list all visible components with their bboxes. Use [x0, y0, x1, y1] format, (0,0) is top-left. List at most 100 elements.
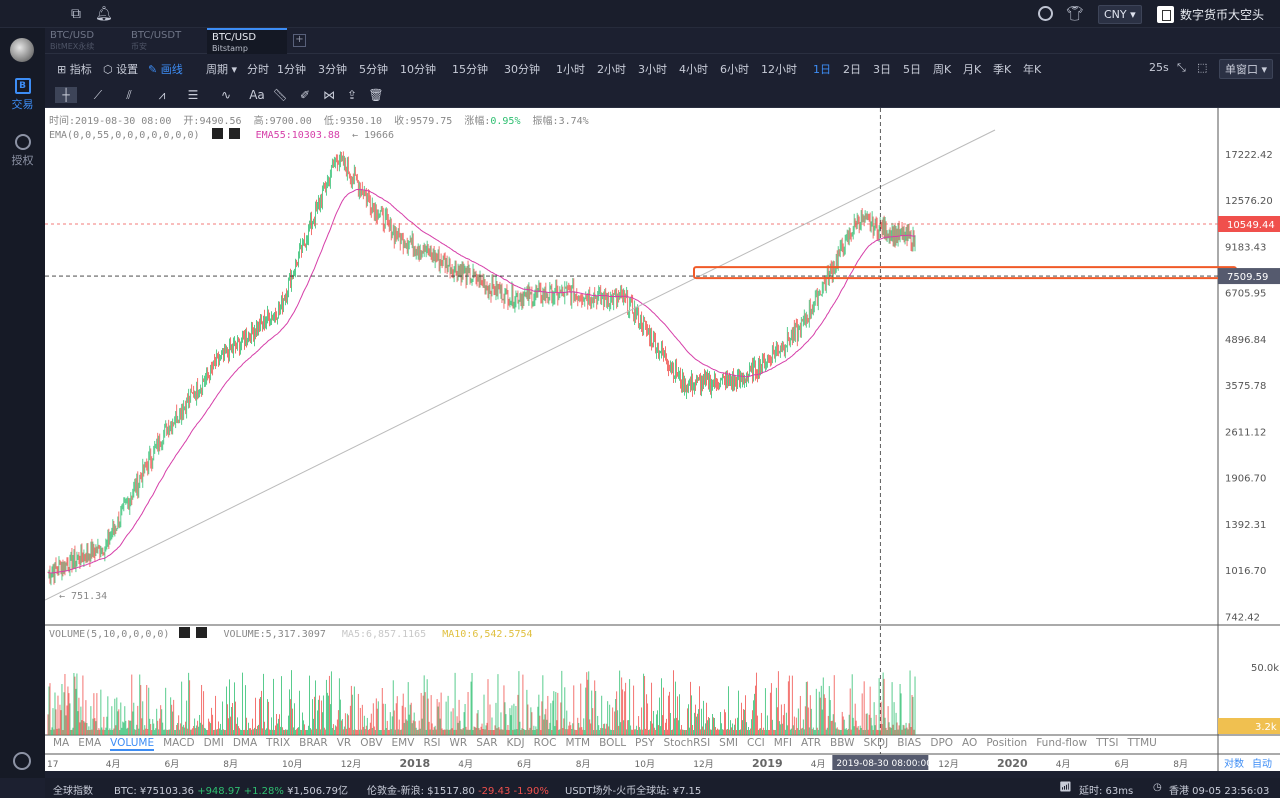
- settings-icon[interactable]: [13, 752, 31, 770]
- indicator-tab-volume[interactable]: VOLUME: [110, 737, 155, 751]
- indicator-tab-position[interactable]: Position: [986, 737, 1028, 749]
- bell-icon[interactable]: 🔔︎: [95, 6, 113, 22]
- btc-ticker[interactable]: BTC: ¥75103.36 +948.97 +1.28% ¥1,506.79亿: [114, 786, 348, 797]
- period-15[interactable]: 3日: [873, 63, 891, 76]
- horizontal-line-tool-icon[interactable]: ☰: [187, 88, 199, 102]
- period-5[interactable]: 15分钟: [452, 63, 488, 76]
- indicator-tab-ema[interactable]: EMA: [78, 737, 102, 749]
- draw-button[interactable]: ✎ 画线: [148, 63, 183, 76]
- volume-tick: 50.0k: [1251, 663, 1279, 674]
- period-13[interactable]: 1日: [813, 63, 831, 76]
- period-8[interactable]: 2小时: [597, 63, 626, 76]
- period-11[interactable]: 6小时: [720, 63, 749, 76]
- indicator-tab-wr[interactable]: WR: [449, 737, 468, 749]
- fib-tool-icon[interactable]: ⋈: [323, 88, 335, 102]
- period-dropdown[interactable]: 周期 ▾: [206, 63, 238, 76]
- usdt-ticker[interactable]: USDT场外-火币全球站: ¥7.15: [565, 786, 702, 797]
- search-icon[interactable]: [1038, 6, 1053, 21]
- indicators-button[interactable]: ⊞ 指标: [57, 63, 92, 76]
- indicator-tab-bbw[interactable]: BBW: [830, 737, 855, 749]
- indicator-tab-skdj[interactable]: SKDJ: [863, 737, 889, 749]
- indicator-tab-ao[interactable]: AO: [962, 737, 978, 749]
- chart-area[interactable]: 17222.42 12576.20 9183.43 6705.95 4896.84 357…: [45, 108, 1280, 771]
- add-tab-button[interactable]: +: [293, 34, 306, 47]
- indicator-tab-cci[interactable]: CCI: [747, 737, 765, 749]
- period-6[interactable]: 30分钟: [504, 63, 540, 76]
- wave-tool-icon[interactable]: ∿: [220, 88, 232, 102]
- indicator-tab-ttmu[interactable]: TTMU: [1127, 737, 1157, 749]
- indicator-tab-obv[interactable]: OBV: [360, 737, 383, 749]
- period-18[interactable]: 月K: [963, 63, 982, 76]
- gold-ticker[interactable]: 伦敦金-新浪: $1517.80 -29.43 -1.90%: [367, 786, 549, 797]
- indicator-tab-bias[interactable]: BIAS: [897, 737, 922, 749]
- period-20[interactable]: 年K: [1023, 63, 1042, 76]
- share-icon[interactable]: ⧉: [71, 6, 81, 22]
- period-12[interactable]: 12小时: [761, 63, 797, 76]
- refresh-interval[interactable]: 25s: [1149, 61, 1169, 74]
- fullscreen-icon[interactable]: ⤡: [1177, 61, 1186, 74]
- indicator-tab-brar[interactable]: BRAR: [299, 737, 328, 749]
- brush-tool-icon[interactable]: ✐: [299, 88, 311, 102]
- indicator-tab-kdj[interactable]: KDJ: [506, 737, 525, 749]
- indicator-tab-smi[interactable]: SMI: [719, 737, 738, 749]
- username[interactable]: 数字货币大空头: [1180, 8, 1265, 22]
- indicator-tab-fund-flow[interactable]: Fund-flow: [1036, 737, 1088, 749]
- shirt-icon[interactable]: 👕︎: [1066, 6, 1084, 22]
- sidebar-item-trade[interactable]: B 交易: [0, 78, 45, 122]
- screenshot-icon[interactable]: ⬚: [1197, 61, 1208, 74]
- ray-tool-icon[interactable]: ⫽: [126, 88, 132, 102]
- indicator-tab-roc[interactable]: ROC: [533, 737, 557, 749]
- auto-scale-toggle[interactable]: 自动: [1252, 757, 1272, 770]
- text-tool-icon[interactable]: Aa: [249, 88, 265, 102]
- user-avatar[interactable]: [1157, 6, 1174, 23]
- currency-select[interactable]: CNY ▾: [1098, 5, 1142, 24]
- export-tool-icon[interactable]: ⇪: [346, 88, 358, 102]
- period-14[interactable]: 2日: [843, 63, 861, 76]
- tab-btc-usdt-binance[interactable]: BTC/USDT 币安: [126, 28, 206, 54]
- close-icon[interactable]: [228, 128, 240, 139]
- period-17[interactable]: 周K: [933, 63, 952, 76]
- indicator-tab-psy[interactable]: PSY: [635, 737, 655, 749]
- period-7[interactable]: 1小时: [556, 63, 585, 76]
- period-4[interactable]: 10分钟: [400, 63, 436, 76]
- period-0[interactable]: 分时: [247, 63, 269, 76]
- settings-button[interactable]: ⬡ 设置: [103, 63, 139, 76]
- indicator-tab-macd[interactable]: MACD: [163, 737, 195, 749]
- gear-icon[interactable]: [179, 627, 191, 638]
- ruler-tool-icon[interactable]: 📏︎: [272, 88, 288, 102]
- sidebar-item-auth[interactable]: 授权: [0, 134, 45, 178]
- indicator-tab-emv[interactable]: EMV: [391, 737, 415, 749]
- indicator-tab-trix[interactable]: TRIX: [266, 737, 291, 749]
- period-10[interactable]: 4小时: [679, 63, 708, 76]
- gear-icon[interactable]: [211, 128, 223, 139]
- indicator-tab-atr[interactable]: ATR: [800, 737, 822, 749]
- close-icon[interactable]: [196, 627, 208, 638]
- tab-btc-usd-bitmex[interactable]: BTC/USD BitMEX永续: [45, 28, 125, 54]
- trendline-tool-icon[interactable]: ⟋: [93, 88, 103, 102]
- crosshair-tool-icon[interactable]: ┼: [55, 87, 77, 103]
- period-2[interactable]: 3分钟: [318, 63, 347, 76]
- period-19[interactable]: 季K: [993, 63, 1012, 76]
- indicator-tab-stochrsi[interactable]: StochRSI: [663, 737, 711, 749]
- delete-tool-icon[interactable]: 🗑︎: [368, 88, 384, 102]
- indicator-tab-vr[interactable]: VR: [336, 737, 352, 749]
- log-scale-toggle[interactable]: 对数: [1224, 757, 1244, 770]
- period-3[interactable]: 5分钟: [359, 63, 388, 76]
- period-16[interactable]: 5日: [903, 63, 921, 76]
- indicator-tab-rsi[interactable]: RSI: [423, 737, 441, 749]
- period-1[interactable]: 1分钟: [277, 63, 306, 76]
- indicator-tab-mtm[interactable]: MTM: [565, 737, 591, 749]
- chart-canvas[interactable]: 17222.42 12576.20 9183.43 6705.95 4896.84 357…: [45, 108, 1280, 771]
- indicator-tab-dpo[interactable]: DPO: [930, 737, 954, 749]
- indicator-tab-boll[interactable]: BOLL: [599, 737, 627, 749]
- indicator-tab-ttsi[interactable]: TTSI: [1096, 737, 1119, 749]
- period-9[interactable]: 3小时: [638, 63, 667, 76]
- channel-tool-icon[interactable]: ⩘: [158, 88, 166, 102]
- indicator-tab-ma[interactable]: MA: [53, 737, 70, 749]
- indicator-tab-dmi[interactable]: DMI: [203, 737, 224, 749]
- tab-btc-usd-bitstamp[interactable]: BTC/USD Bitstamp: [207, 28, 287, 54]
- indicator-tab-mfi[interactable]: MFI: [773, 737, 792, 749]
- indicator-tab-dma[interactable]: DMA: [232, 737, 258, 749]
- window-mode-select[interactable]: 单窗口 ▾: [1219, 59, 1274, 79]
- indicator-tab-sar[interactable]: SAR: [476, 737, 498, 749]
